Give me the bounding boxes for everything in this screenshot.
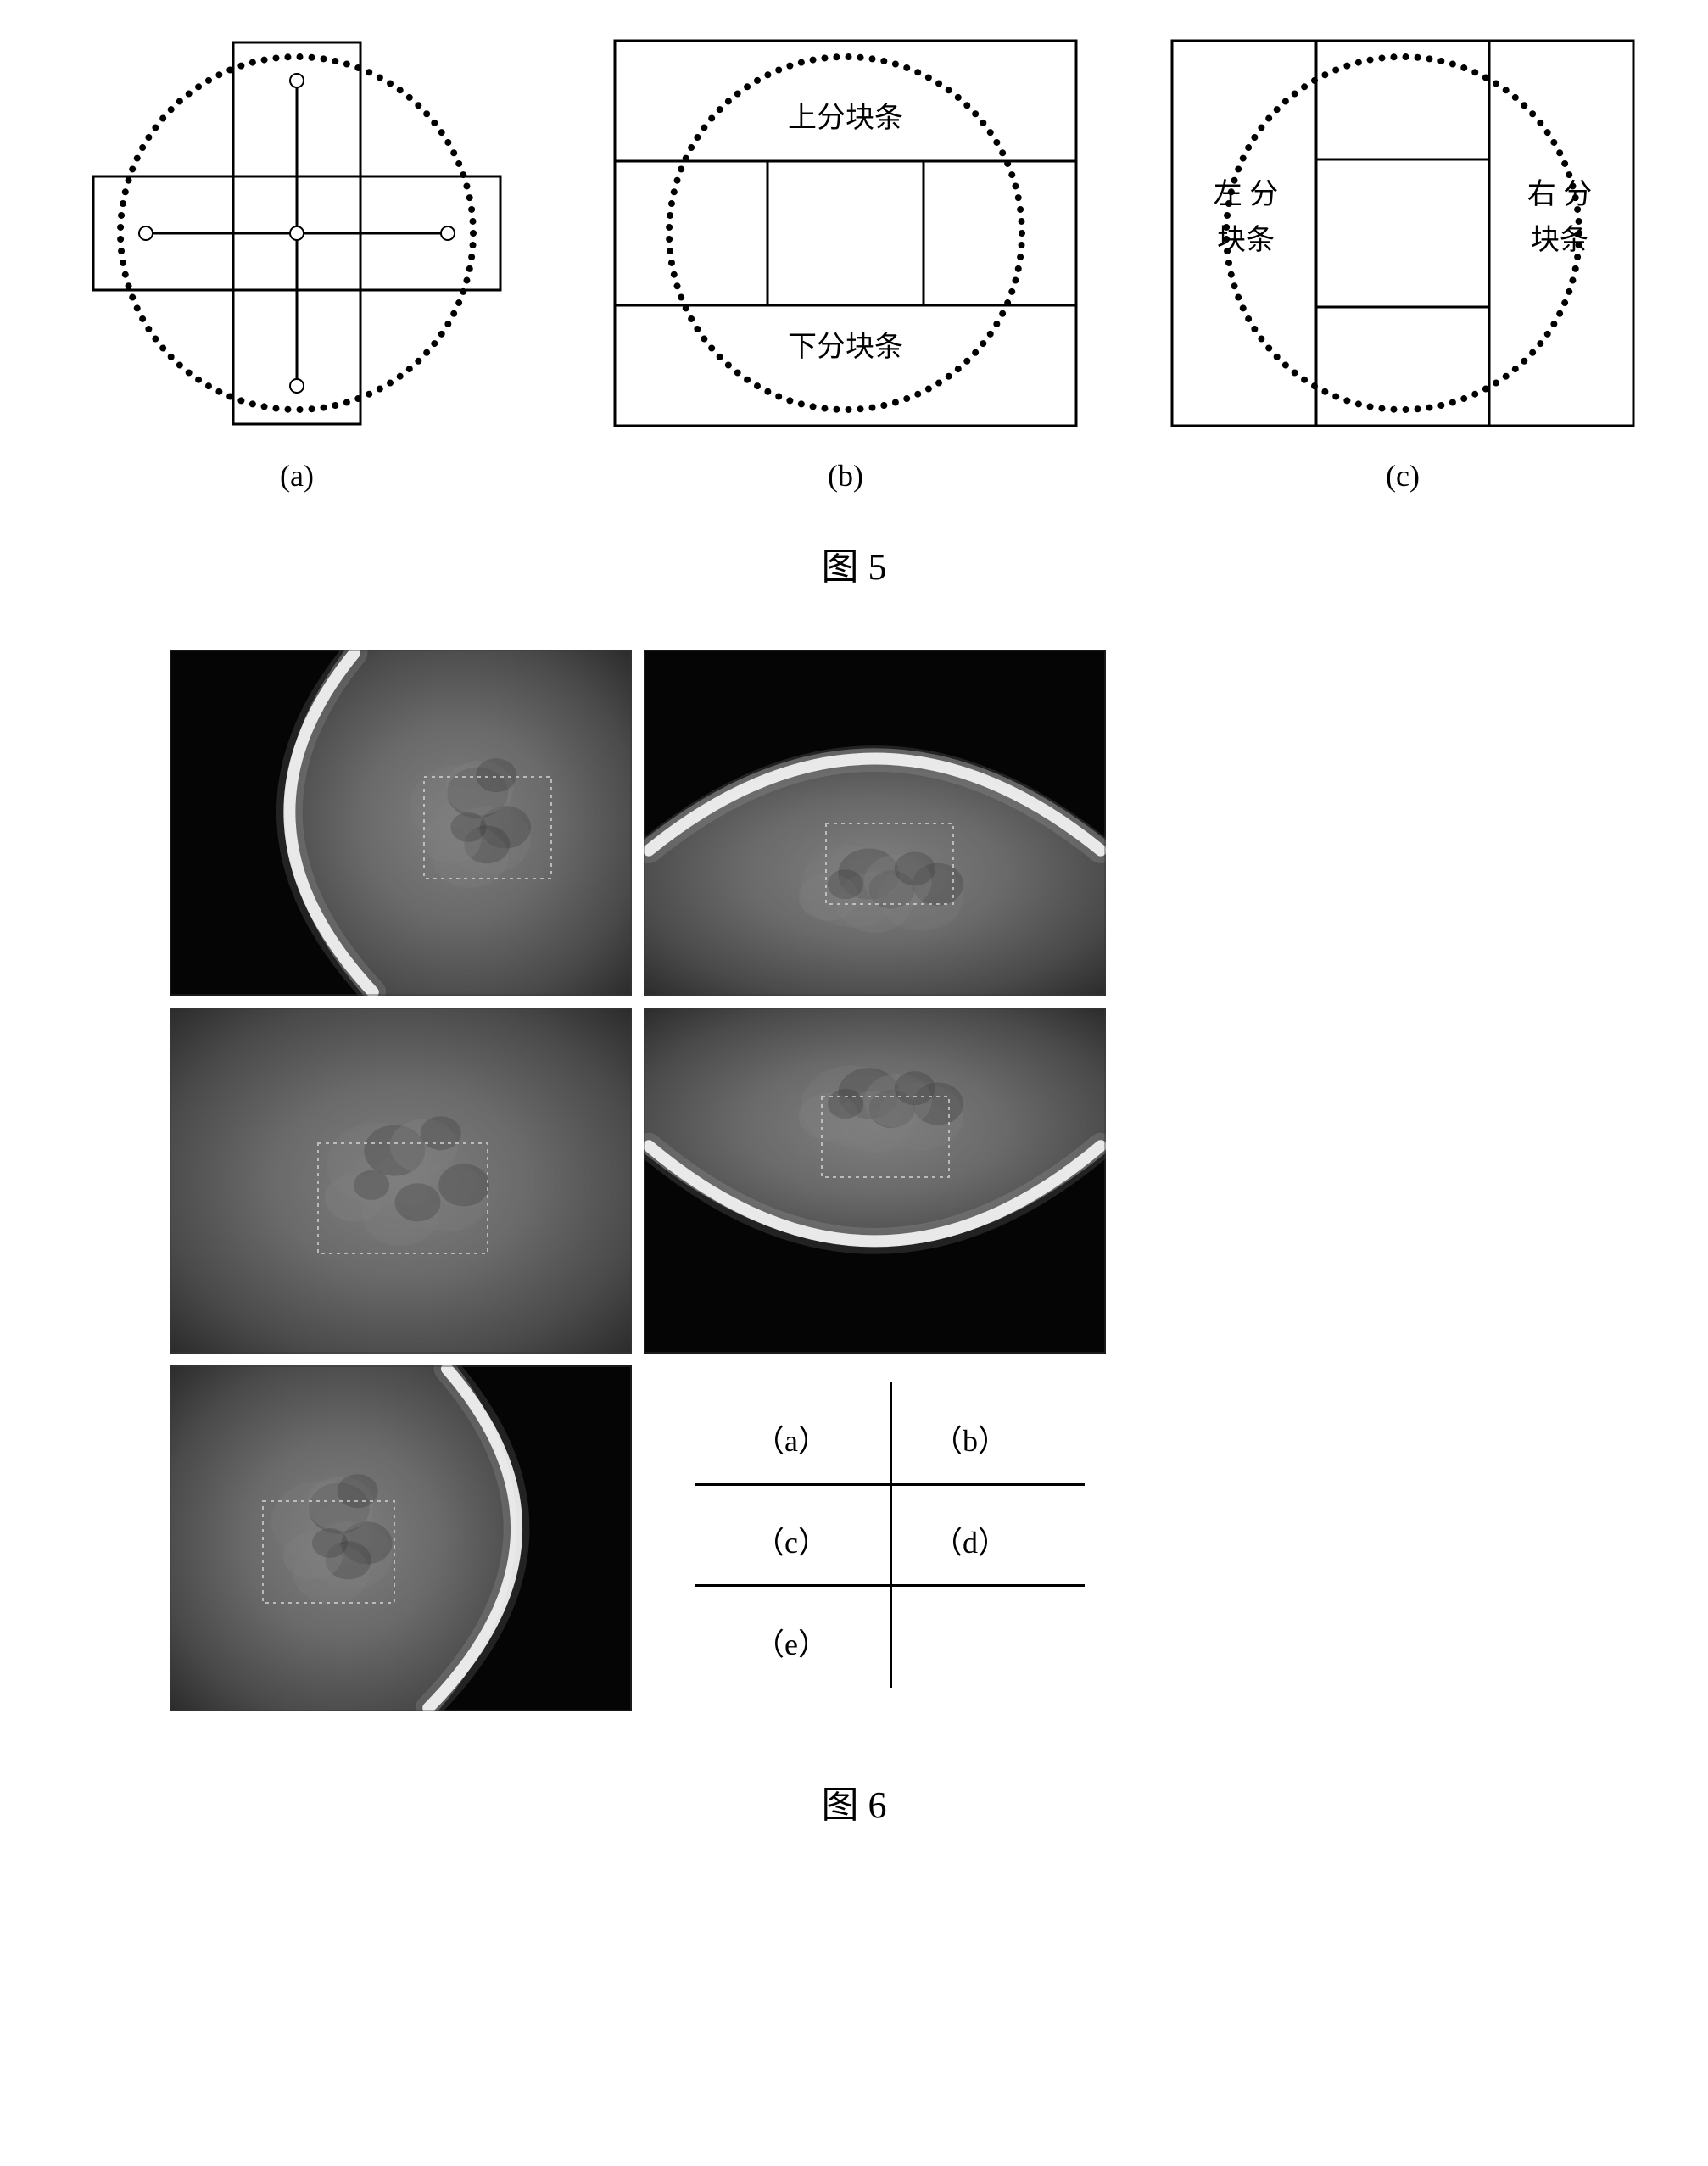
fig6-row-1 (170, 650, 1106, 996)
fig5a-svg (68, 34, 526, 433)
fig5a-label: (a) (280, 458, 314, 494)
svg-text:下分块条: 下分块条 (788, 331, 903, 363)
fig5c-svg: 左 分块条 右 分块条 (1165, 34, 1640, 433)
fig6-panel-c (170, 1008, 632, 1354)
fig6-row-3: （a） （b） （c） （d） （e） (170, 1365, 1085, 1711)
fig5-panel-a: (a) (68, 34, 526, 494)
svg-text:块条: 块条 (1217, 224, 1275, 256)
fig6-panel-d (644, 1008, 1106, 1354)
fig6-legend-table: （a） （b） （c） （d） （e） (695, 1382, 1085, 1688)
svg-text:左 分: 左 分 (1214, 178, 1279, 210)
fig5c-label: (c) (1386, 458, 1420, 494)
legend-cell: （c） (754, 1518, 829, 1562)
figure5-caption: 图 5 (68, 536, 1640, 590)
fig6-row-2 (170, 1008, 1106, 1354)
fig6-panel-a (170, 650, 632, 996)
fig5b-svg: 上分块条下分块条 (608, 34, 1083, 433)
svg-text:上分块条: 上分块条 (788, 102, 903, 134)
legend-vline (890, 1382, 892, 1688)
figure6-caption: 图 6 (68, 1774, 1640, 1828)
svg-text:块条: 块条 (1531, 224, 1588, 256)
figure-5-row: (a) 上分块条下分块条 (b) 左 分块条 右 分块条 (c) (68, 34, 1640, 494)
svg-text:右 分: 右 分 (1527, 178, 1593, 210)
fig6-panel-e (170, 1365, 632, 1711)
figure-6-grid: （a） （b） （c） （d） （e） (170, 650, 1640, 1723)
fig6-panel-b (644, 650, 1106, 996)
fig5-panel-b: 上分块条下分块条 (b) (608, 34, 1083, 494)
legend-cell: （e） (754, 1620, 829, 1664)
fig5-panel-c: 左 分块条 右 分块条 (c) (1165, 34, 1640, 494)
legend-cell: （a） (754, 1416, 829, 1460)
legend-hline-1 (695, 1483, 1085, 1486)
legend-cell: （d） (932, 1518, 1008, 1562)
legend-cell: （b） (932, 1416, 1008, 1460)
fig5b-label: (b) (828, 458, 863, 494)
legend-hline-2 (695, 1584, 1085, 1587)
